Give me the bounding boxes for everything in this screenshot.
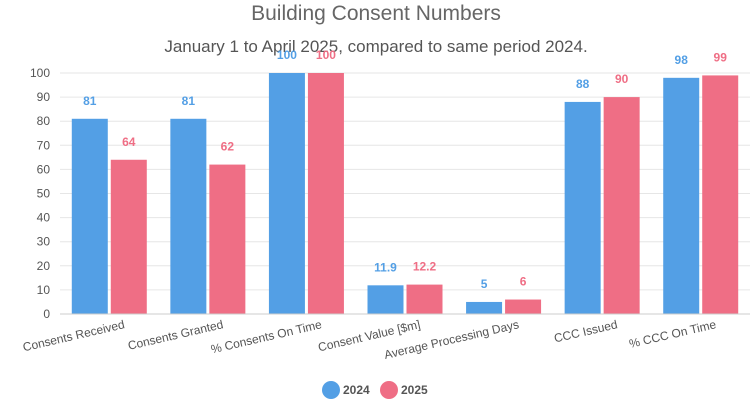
y-tick-label: 30 xyxy=(37,235,51,249)
bar-2025-2[interactable] xyxy=(307,73,344,314)
chart-title: Building Consent Numbers xyxy=(251,2,501,25)
data-label: 64 xyxy=(122,135,136,149)
bar-2025-1[interactable] xyxy=(209,164,246,314)
x-tick-label: % CCC On Time xyxy=(628,317,718,351)
x-tick-label: Consents Received xyxy=(21,317,126,354)
bar-2025-4[interactable] xyxy=(505,299,542,314)
data-label: 81 xyxy=(182,94,196,108)
bar-2024-4[interactable] xyxy=(466,301,503,314)
grid-lines xyxy=(60,72,750,315)
data-label: 99 xyxy=(714,50,728,64)
bar-2024-1[interactable] xyxy=(170,118,207,314)
y-tick-label: 0 xyxy=(43,307,50,321)
y-axis: 0 10 20 30 40 50 60 70 80 90 100 xyxy=(30,66,50,321)
legend: 2024 2025 xyxy=(322,381,428,399)
bar-2024-2[interactable] xyxy=(268,73,305,314)
x-tick-label: CCC Issued xyxy=(553,317,619,345)
y-tick-label: 90 xyxy=(37,90,51,104)
x-axis: Consents Received Consents Granted% Conse… xyxy=(21,313,750,362)
y-tick-label: 70 xyxy=(37,138,51,152)
y-tick-label: 20 xyxy=(37,259,51,273)
data-label: 62 xyxy=(221,140,235,154)
data-label: 88 xyxy=(576,77,590,91)
data-label: 100 xyxy=(316,48,336,62)
bars: 81 64 81 62 100 100 11.9 12.2 5 6 88 90 98 99 xyxy=(71,48,739,314)
y-tick-label: 80 xyxy=(37,114,51,128)
bar-2024-6[interactable] xyxy=(663,77,700,314)
chart-subtitle: January 1 to April 2025, compared to sam… xyxy=(164,37,587,56)
data-label: 81 xyxy=(83,94,97,108)
legend-label[interactable]: 2025 xyxy=(401,383,428,397)
data-label: 12.2 xyxy=(413,260,437,274)
data-label: 98 xyxy=(675,53,689,67)
data-label: 100 xyxy=(277,48,297,62)
bar-2024-0[interactable] xyxy=(71,118,108,314)
bar-2025-3[interactable] xyxy=(406,284,443,314)
legend-marker[interactable] xyxy=(322,381,340,399)
bar-2024-3[interactable] xyxy=(367,285,404,314)
bar-2024-5[interactable] xyxy=(564,101,601,314)
y-tick-label: 50 xyxy=(37,187,51,201)
x-tick-label: % Consents On Time xyxy=(209,317,323,356)
bar-2025-5[interactable] xyxy=(603,97,640,314)
y-tick-label: 100 xyxy=(30,66,50,80)
bar-2025-0[interactable] xyxy=(110,159,147,314)
legend-marker[interactable] xyxy=(380,381,398,399)
y-tick-label: 10 xyxy=(37,283,51,297)
data-label: 11.9 xyxy=(374,260,397,274)
bar-2025-6[interactable] xyxy=(702,75,739,314)
y-tick-label: 60 xyxy=(37,162,51,176)
legend-label[interactable]: 2024 xyxy=(343,383,370,397)
data-label: 5 xyxy=(481,277,488,291)
data-label: 6 xyxy=(520,275,527,289)
data-label: 90 xyxy=(615,72,629,86)
y-tick-label: 40 xyxy=(37,211,51,225)
